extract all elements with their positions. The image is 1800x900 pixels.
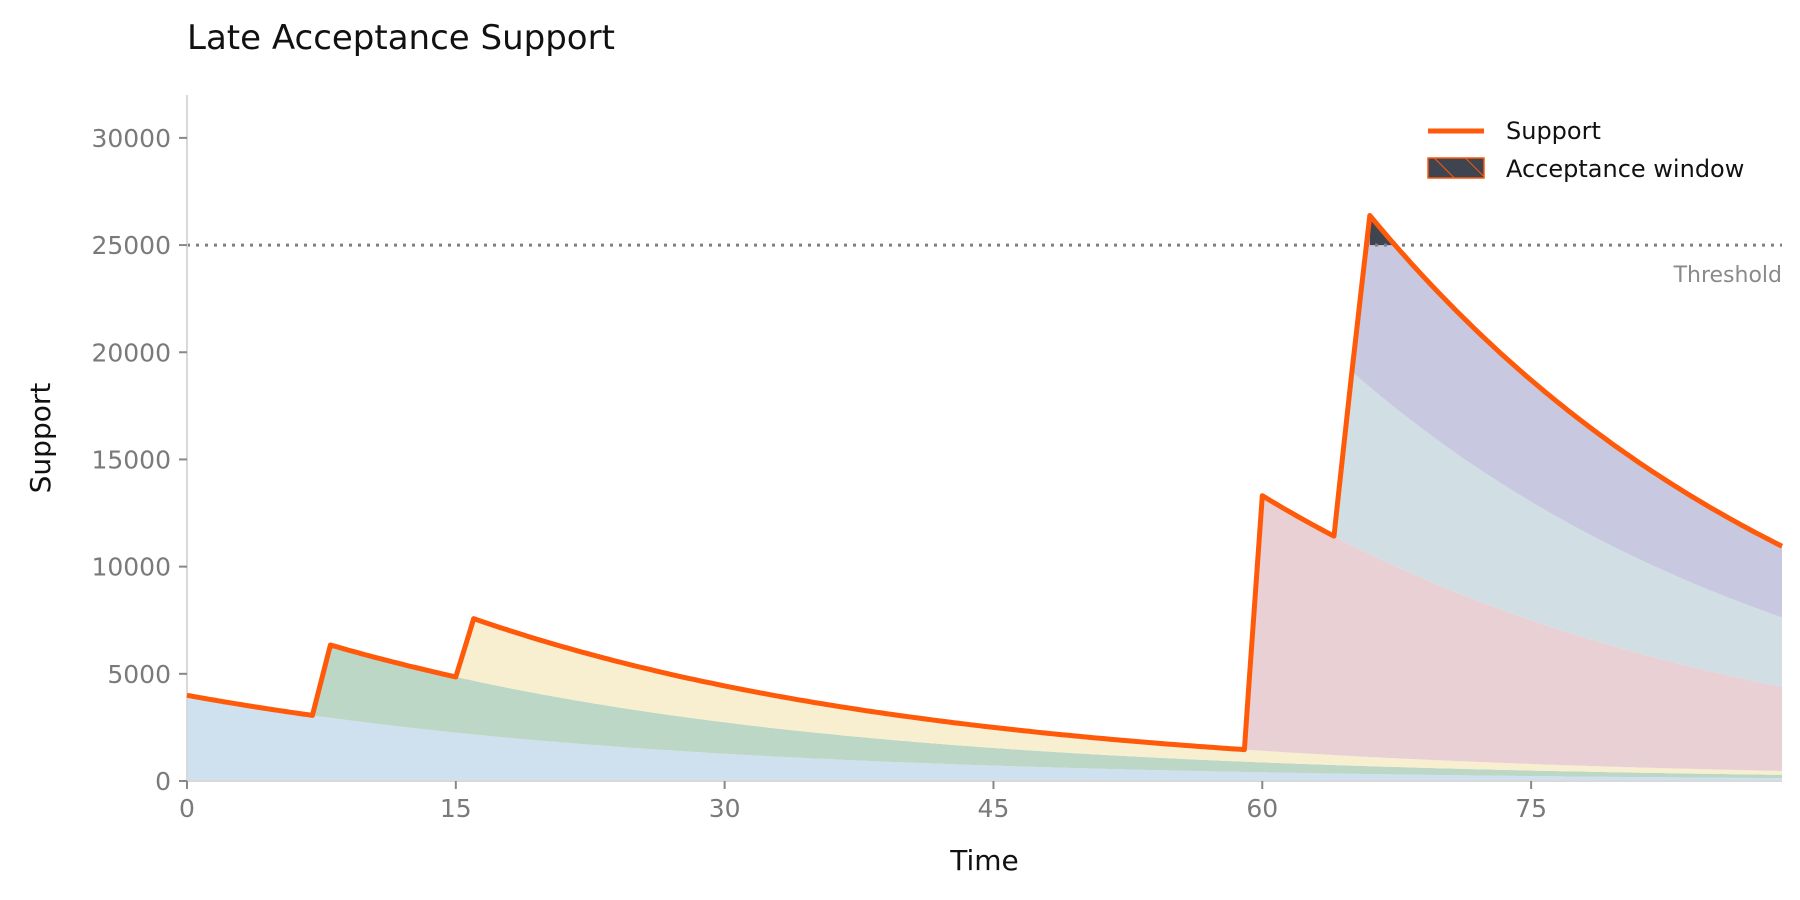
area-event-3 [187, 618, 1782, 775]
area-event-2 [187, 645, 1782, 779]
y-tick-label: 25000 [91, 231, 171, 260]
x-tick-label: 15 [440, 794, 472, 823]
y-tick-label: 20000 [91, 338, 171, 367]
x-tick-label: 60 [1246, 794, 1278, 823]
stacked-areas [187, 215, 1782, 781]
legend: Support Acceptance window [1427, 117, 1744, 183]
support-line [186, 213, 1784, 753]
y-tick-label: 15000 [91, 445, 171, 474]
axes: 0 5000 10000 15000 20000 25000 30000 0 15 30 45 60 7… [24, 95, 1782, 877]
area-event-1 [187, 695, 1782, 781]
x-axis-title: Time [949, 844, 1019, 877]
y-tick-label: 0 [155, 767, 171, 796]
area-event-6 [187, 215, 1782, 750]
area-event-4 [187, 495, 1782, 771]
support-line-layer [186, 213, 1784, 753]
y-axis-title: Support [24, 383, 57, 494]
x-tick-label: 0 [179, 794, 195, 823]
area-event-5 [187, 371, 1782, 750]
legend-swatch-window-hatch [1428, 158, 1484, 178]
y-tick-label: 5000 [107, 660, 171, 689]
threshold-layer: Threshold [187, 243, 1782, 288]
legend-label-support: Support [1506, 117, 1601, 145]
y-tick-label: 10000 [91, 553, 171, 582]
chart-title: Late Acceptance Support [187, 18, 615, 58]
x-tick-label: 75 [1515, 794, 1547, 823]
threshold-label: Threshold [1673, 263, 1782, 288]
x-tick-label: 30 [709, 794, 741, 823]
x-tick-label: 45 [978, 794, 1010, 823]
y-tick-label: 30000 [91, 124, 171, 153]
legend-label-window: Acceptance window [1506, 155, 1744, 183]
